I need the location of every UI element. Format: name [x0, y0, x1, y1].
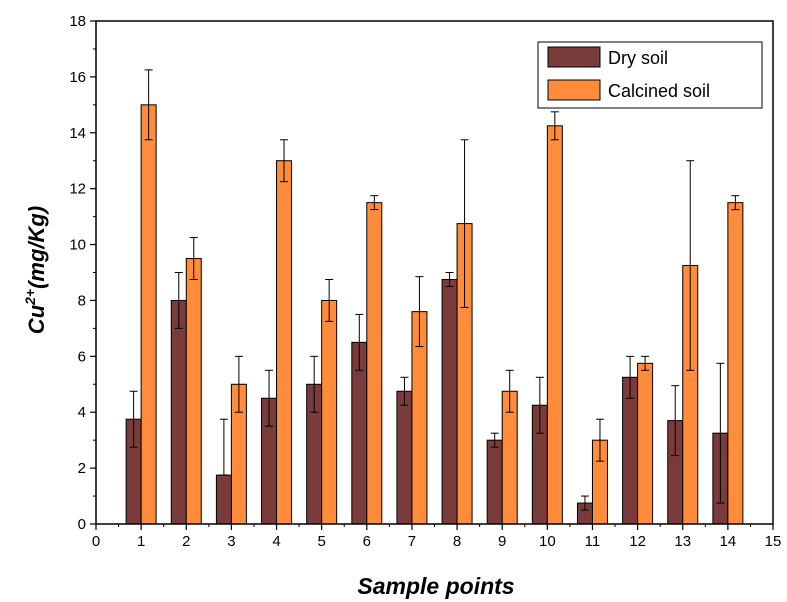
bar-calcined-soil-1	[140, 104, 157, 525]
y-tick-label-6: 6	[78, 348, 86, 365]
y-tick-label-2: 2	[78, 460, 86, 477]
x-tick-label-3: 3	[227, 533, 235, 550]
error-bar-dry-soil-6	[355, 313, 364, 371]
y-axis-title-superscript: 2+	[22, 289, 38, 306]
y-tick-label-12: 12	[69, 181, 86, 198]
error-bar-calcined-soil-13	[686, 160, 695, 371]
bars-layer	[125, 104, 744, 525]
x-tick-label-12: 12	[629, 533, 646, 550]
error-bar-calcined-soil-7	[415, 276, 424, 348]
error-bar-dry-soil-2	[174, 272, 183, 329]
x-tick-label-2: 2	[182, 533, 190, 550]
bar-calcined-soil-14	[727, 202, 744, 525]
bar-calcined-soil-12	[637, 362, 654, 525]
bar-dry-soil-3	[215, 474, 232, 525]
error-bar-calcined-soil-6	[370, 195, 379, 211]
error-bar-dry-soil-5	[310, 355, 319, 413]
error-bar-dry-soil-14	[716, 362, 725, 504]
x-tick-label-14: 14	[720, 533, 737, 550]
x-tick-label-15: 15	[765, 533, 782, 550]
error-bar-dry-soil-4	[265, 369, 274, 427]
x-tick-label-7: 7	[408, 533, 416, 550]
x-tick-label-10: 10	[539, 533, 556, 550]
y-tick-label-10: 10	[69, 237, 86, 254]
error-bar-dry-soil-7	[400, 376, 409, 406]
x-axis-title: Sample points	[357, 573, 514, 599]
x-tick-label-8: 8	[453, 533, 461, 550]
bar-dry-soil-7	[396, 390, 413, 525]
error-bar-dry-soil-3	[219, 418, 228, 476]
error-bar-dry-soil-1	[129, 390, 138, 448]
error-bar-calcined-soil-4	[280, 139, 289, 183]
legend-label-calcined-soil: Calcined soil	[608, 81, 710, 101]
x-tick-label-9: 9	[498, 533, 506, 550]
bar-calcined-soil-10	[546, 125, 563, 525]
bar-calcined-soil-5	[321, 299, 338, 525]
bar-dry-soil-2	[170, 299, 187, 525]
x-tick-label-4: 4	[272, 533, 280, 550]
y-axis-title-unit: (mg/Kg)	[24, 206, 49, 289]
x-tick-label-11: 11	[585, 533, 601, 550]
y-tick-label-0: 0	[78, 516, 86, 533]
x-tick-label-5: 5	[317, 533, 325, 550]
bar-calcined-soil-4	[276, 160, 293, 525]
legend-swatch-calcined-soil	[547, 79, 601, 101]
error-bar-dry-soil-10	[535, 376, 544, 434]
legend-swatch-dry-soil	[547, 46, 601, 68]
legend: Dry soil Calcined soil	[537, 41, 763, 109]
y-tick-label-8: 8	[78, 292, 86, 309]
y-tick-label-16: 16	[69, 69, 86, 86]
x-tick-label-0: 0	[92, 533, 100, 550]
error-bar-calcined-soil-9	[505, 369, 514, 413]
bar-calcined-soil-2	[185, 258, 202, 525]
y-tick-label-14: 14	[69, 125, 86, 142]
error-bar-calcined-soil-12	[641, 355, 650, 371]
y-axis-title: Cu2+(mg/Kg)	[22, 206, 49, 334]
error-bar-calcined-soil-1	[144, 69, 153, 141]
error-bar-calcined-soil-14	[731, 195, 740, 211]
error-bar-dry-soil-12	[626, 355, 635, 399]
error-bar-calcined-soil-5	[325, 278, 334, 322]
x-tick-label-13: 13	[674, 533, 691, 550]
y-tick-label-18: 18	[69, 13, 86, 30]
bar-calcined-soil-6	[366, 202, 383, 525]
bar-dry-soil-9	[486, 439, 503, 525]
error-bar-dry-soil-13	[671, 385, 680, 457]
y-axis-title-main: Cu	[24, 304, 49, 334]
error-bar-dry-soil-8	[445, 272, 454, 287]
bar-dry-soil-8	[441, 278, 458, 525]
error-bar-calcined-soil-2	[189, 237, 198, 280]
x-tick-label-1: 1	[137, 533, 145, 550]
y-tick-label-4: 4	[78, 404, 86, 421]
bar-dry-soil-12	[622, 376, 639, 525]
error-bar-calcined-soil-8	[460, 139, 469, 308]
error-bar-calcined-soil-10	[550, 111, 559, 141]
legend-label-dry-soil: Dry soil	[608, 48, 668, 68]
error-bar-calcined-soil-3	[234, 355, 243, 413]
x-tick-label-6: 6	[363, 533, 371, 550]
error-bars-layer	[129, 69, 740, 511]
error-bar-dry-soil-9	[490, 432, 499, 448]
error-bar-dry-soil-11	[580, 495, 589, 511]
error-bar-calcined-soil-11	[595, 418, 604, 462]
